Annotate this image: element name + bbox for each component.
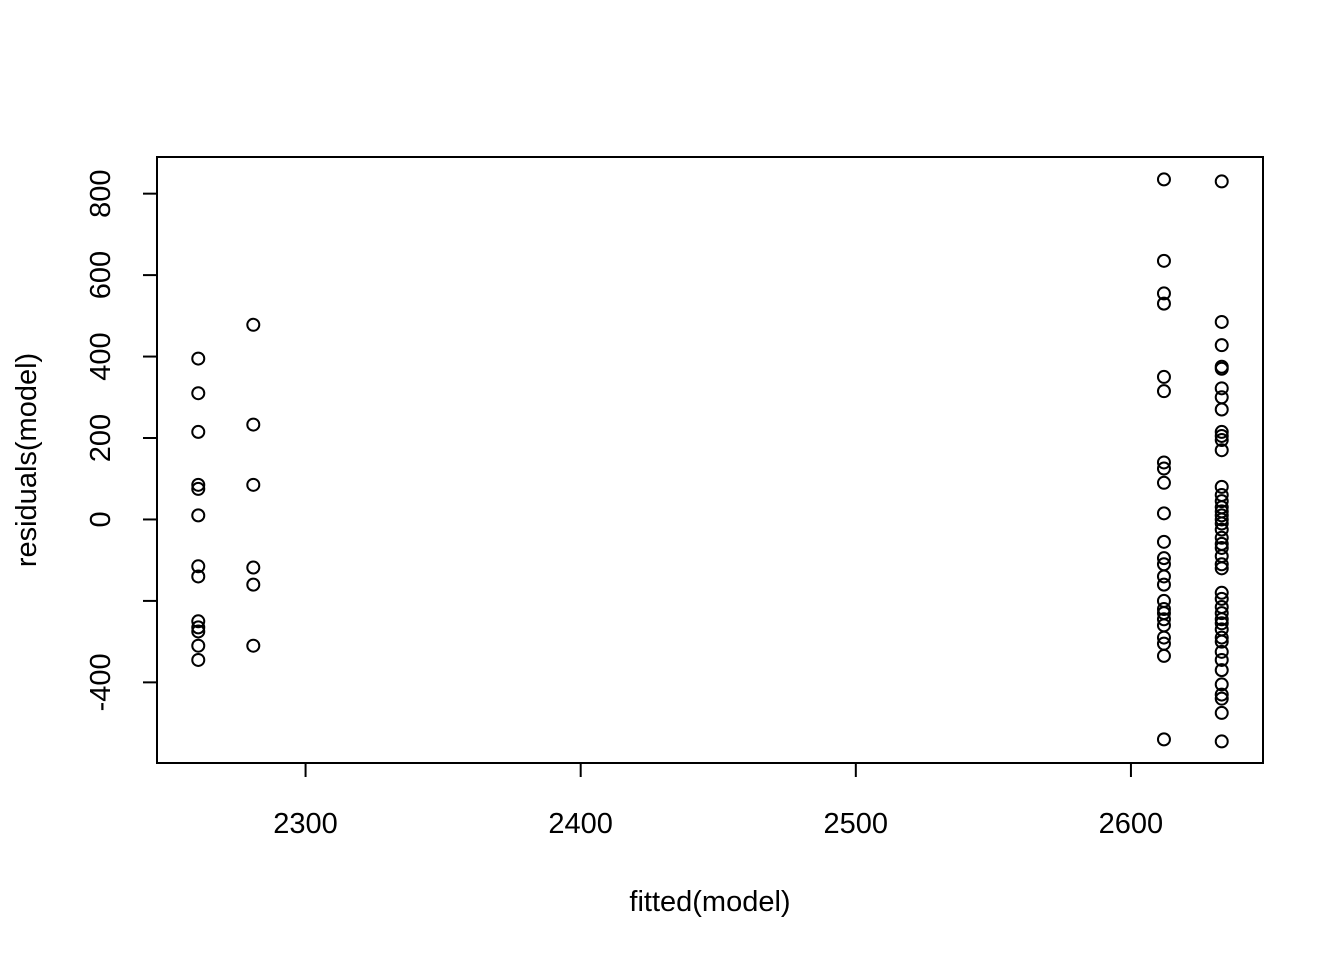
y-tick-label: 800: [85, 169, 117, 217]
data-point: [191, 638, 206, 653]
data-point: [1214, 402, 1229, 417]
data-point: [1214, 557, 1229, 572]
data-point: [246, 317, 261, 332]
data-point: [1214, 530, 1229, 545]
data-point: [1156, 534, 1171, 549]
data-point: [1156, 577, 1171, 592]
data-point: [1214, 591, 1229, 606]
y-axis: -400 0 200 400 600 800: [85, 169, 158, 711]
data-point: [1214, 516, 1229, 531]
data-point: [1156, 732, 1171, 747]
data-point: [1214, 424, 1229, 439]
data-point: [1214, 443, 1229, 458]
data-point: [246, 560, 261, 575]
y-tick-label: 200: [85, 414, 117, 462]
data-point: [1214, 381, 1229, 396]
data-point: [191, 559, 206, 574]
data-point: [1156, 551, 1171, 566]
data-point: [1214, 616, 1229, 631]
x-tick-label: 2600: [1099, 808, 1164, 840]
data-point: [1214, 634, 1229, 649]
x-tick-label: 2300: [273, 808, 338, 840]
data-point: [1214, 512, 1229, 527]
x-axis-title: fitted(model): [629, 886, 790, 918]
data-point: [1156, 384, 1171, 399]
data-point: [1214, 428, 1229, 443]
data-point: [1156, 286, 1171, 301]
data-point: [1156, 602, 1171, 617]
data-point: [1156, 475, 1171, 490]
data-point: [1156, 612, 1171, 627]
data-point: [191, 614, 206, 629]
data-point: [1214, 508, 1229, 523]
data-point: [1156, 461, 1171, 476]
data-point: [1214, 494, 1229, 509]
data-point: [1156, 455, 1171, 470]
data-point: [1214, 612, 1229, 627]
y-tick-label: 600: [85, 251, 117, 299]
data-point: [1156, 296, 1171, 311]
data-point: [1156, 369, 1171, 384]
data-point: [1214, 314, 1229, 329]
x-axis: 2300 2400 2500 2600: [273, 762, 1164, 840]
data-point: [1214, 630, 1229, 645]
data-point: [1214, 338, 1229, 353]
data-point: [246, 577, 261, 592]
data-point: [1214, 606, 1229, 621]
data-point: [191, 569, 206, 584]
data-point: [191, 477, 206, 492]
data-point: [1156, 630, 1171, 645]
data-point: [1214, 585, 1229, 600]
data-point: [246, 638, 261, 653]
data-point: [1214, 522, 1229, 537]
x-tick-label: 2400: [548, 808, 613, 840]
data-point: [1214, 479, 1229, 494]
data-point: [1214, 687, 1229, 702]
data-point: [191, 424, 206, 439]
data-point: [191, 351, 206, 366]
y-tick-label: 400: [85, 332, 117, 380]
data-point: [1156, 506, 1171, 521]
data-point: [1214, 361, 1229, 376]
data-point: [1214, 540, 1229, 555]
data-point: [1214, 433, 1229, 448]
data-point: [1214, 663, 1229, 678]
data-point: [1156, 253, 1171, 268]
data-point: [246, 417, 261, 432]
data-point: [1214, 734, 1229, 749]
data-point: [1214, 644, 1229, 659]
data-point: [1214, 677, 1229, 692]
data-point: [1156, 569, 1171, 584]
data-point: [191, 652, 206, 667]
data-point: [1214, 691, 1229, 706]
data-point: [246, 477, 261, 492]
y-axis-title: residuals(model): [11, 353, 43, 567]
y-tick-label: 0: [85, 511, 117, 527]
x-tick-label: 2500: [824, 808, 889, 840]
data-point: [191, 481, 206, 496]
data-point: [1214, 561, 1229, 576]
data-point: [1214, 705, 1229, 720]
data-point: [191, 624, 206, 639]
data-point: [1156, 648, 1171, 663]
data-points: [191, 172, 1229, 749]
data-point: [191, 508, 206, 523]
data-point: [1156, 172, 1171, 187]
data-point: [191, 386, 206, 401]
data-point: [1214, 174, 1229, 189]
data-point: [191, 620, 206, 635]
y-tick-label: -400: [85, 653, 117, 711]
data-point: [1214, 652, 1229, 667]
